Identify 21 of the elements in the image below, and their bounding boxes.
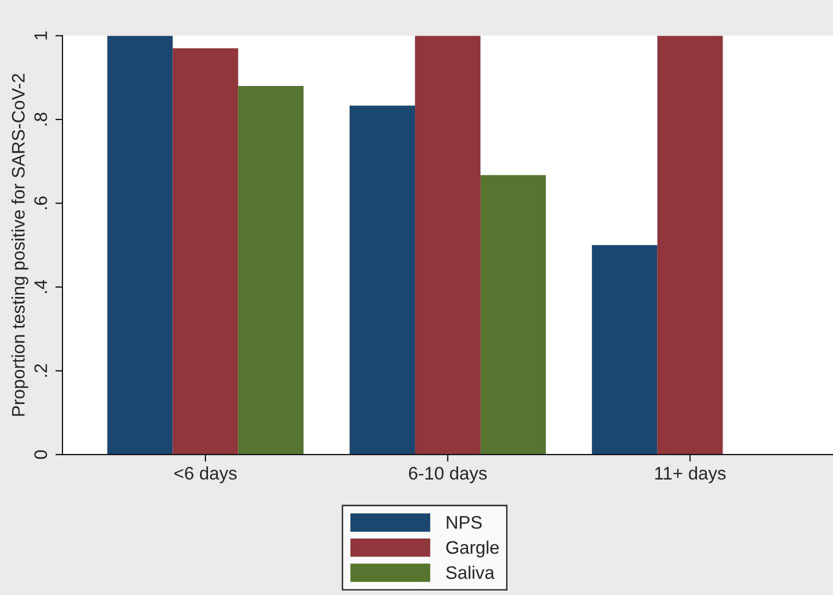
legend-label: Gargle (446, 540, 499, 558)
x-tick-label: <6 days (174, 466, 237, 484)
y-tick-label: 0 (34, 450, 48, 459)
x-tick-label: 11+ days (655, 466, 726, 484)
y-tick-label: .4 (34, 280, 47, 293)
bar (657, 36, 723, 455)
bar (480, 175, 546, 455)
legend-label: Saliva (446, 566, 495, 579)
y-axis-title: Proportion testing positive for SARS-CoV-2 (11, 74, 28, 416)
bar (107, 36, 173, 455)
x-tick-label: 6-10 days (409, 466, 487, 484)
bar (415, 36, 480, 455)
bar (592, 245, 658, 455)
y-tick-label: .2 (34, 364, 47, 377)
y-tick-label: .6 (34, 196, 48, 210)
legend-label: NPS (446, 516, 482, 529)
y-tick-label: .8 (34, 112, 48, 126)
bar (350, 106, 416, 455)
bar (172, 48, 238, 455)
bar (238, 86, 304, 455)
y-tick-label: 1 (34, 32, 47, 40)
